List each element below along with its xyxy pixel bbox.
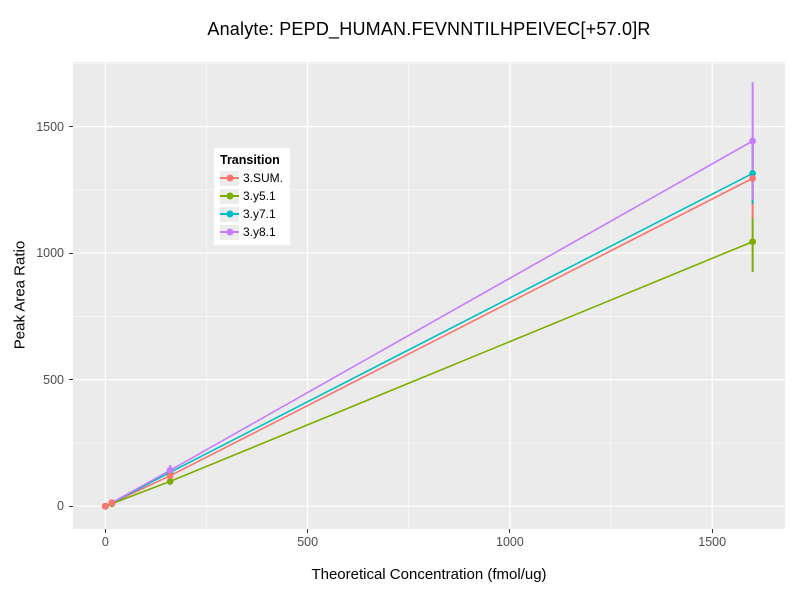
x-tick-label: 1000: [496, 535, 524, 549]
data-point: [749, 169, 757, 177]
series-line: [105, 240, 753, 507]
data-point: [108, 499, 116, 507]
legend-item-label: 3.y7.1: [243, 207, 276, 221]
y-tick-label: 500: [43, 372, 64, 387]
legend-items: 3.SUM. 3.y5.1 3.y7.1 3.y8.1: [220, 169, 283, 241]
legend-item: 3.y7.1: [220, 205, 283, 223]
series-line: [105, 172, 753, 507]
data-point: [749, 175, 757, 182]
plot-panel: Transition 3.SUM. 3.y5.1 3.y7.1 3.y8.1: [73, 62, 785, 529]
data-point: [166, 466, 174, 474]
series-line: [105, 177, 753, 507]
x-tick-label: 500: [297, 535, 319, 549]
data-point: [749, 137, 757, 145]
x-tick-mark: [104, 529, 106, 533]
data-point: [166, 478, 174, 485]
legend-title: Transition: [220, 153, 280, 167]
legend-key-line-dot-icon: [220, 170, 239, 186]
y-tick-label: 1500: [36, 119, 64, 134]
legend: Transition 3.SUM. 3.y5.1 3.y7.1 3.y8.1: [214, 148, 291, 245]
x-tick-mark: [711, 529, 713, 533]
legend-item-label: 3.SUM.: [243, 171, 284, 185]
legend-key-dot: [226, 210, 233, 218]
series-line: [105, 140, 753, 507]
data-point: [749, 238, 757, 246]
y-tick-mark: [69, 505, 73, 507]
y-tick-mark: [69, 252, 73, 254]
y-tick-label: 1000: [36, 246, 64, 261]
x-tick-mark: [509, 529, 511, 533]
y-tick-label: 0: [57, 499, 64, 514]
chart-title: Analyte: PEPD_HUMAN.FEVNNTILHPEIVEC[+57.…: [207, 19, 651, 39]
legend-key-line-dot-icon: [220, 188, 239, 204]
x-tick-label: 0: [101, 535, 109, 549]
x-tick-label: 1500: [698, 535, 727, 549]
legend-item: 3.y5.1: [220, 187, 283, 205]
y-tick-mark: [69, 379, 73, 381]
data-point: [101, 502, 109, 510]
legend-key-dot: [226, 228, 233, 236]
legend-item: 3.y8.1: [220, 223, 283, 241]
legend-key-line-dot-icon: [220, 224, 239, 240]
legend-item-label: 3.y8.1: [243, 225, 276, 239]
legend-key-dot: [226, 192, 233, 200]
x-tick-mark: [307, 529, 309, 533]
y-axis-label: Peak Area Ratio: [11, 240, 29, 350]
y-tick-mark: [69, 126, 73, 128]
data-point: [166, 472, 174, 480]
legend-key-line-dot-icon: [220, 206, 239, 222]
legend-key-dot: [226, 174, 233, 182]
legend-item-label: 3.y5.1: [243, 189, 276, 203]
x-axis-label: Theoretical Concentration (fmol/ug): [311, 566, 547, 583]
chart-canvas: [73, 62, 785, 529]
legend-item: 3.SUM.: [220, 169, 283, 187]
